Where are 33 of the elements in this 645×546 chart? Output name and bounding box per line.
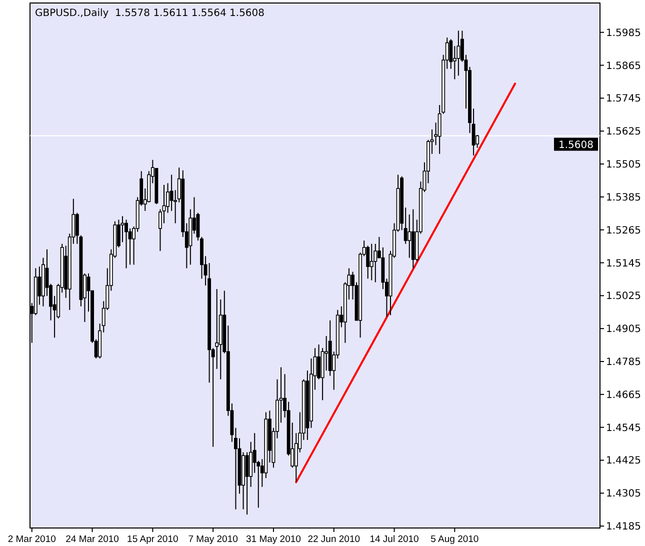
y-tick-label: 1.5025 — [606, 291, 641, 302]
ref-line-label: 1.5608 — [558, 140, 594, 151]
y-tick-label: 1.4785 — [606, 357, 641, 368]
x-tick-label: 5 Aug 2010 — [430, 534, 479, 545]
y-tick-label: 1.5265 — [606, 225, 641, 236]
x-tick-label: 22 Jun 2010 — [308, 534, 360, 545]
candlestick — [374, 243, 378, 283]
candlestick — [245, 452, 249, 516]
y-tick-label: 1.5145 — [606, 258, 641, 270]
candlestick — [370, 243, 374, 281]
y-tick-label: 1.4425 — [606, 456, 641, 467]
x-tick-label: 14 Jul 2010 — [370, 534, 419, 545]
x-tick-label: 24 Mar 2010 — [66, 534, 119, 545]
x-tick-label: 7 May 2010 — [188, 534, 238, 545]
candlestick — [120, 216, 124, 243]
y-tick-label: 1.5985 — [606, 28, 641, 39]
y-tick-label: 1.4665 — [606, 390, 641, 401]
y-tick-label: 1.5385 — [606, 192, 641, 204]
candlestick — [456, 30, 460, 76]
y-tick-label: 1.5745 — [606, 94, 641, 105]
x-tick-label: 15 Apr 2010 — [127, 534, 178, 545]
y-tick-label: 1.4545 — [606, 422, 641, 434]
y-tick-label: 1.4905 — [606, 324, 641, 336]
y-tick-label: 1.5505 — [606, 160, 641, 171]
y-tick-label: 1.4185 — [606, 522, 641, 533]
y-tick-label: 1.4305 — [606, 488, 641, 500]
candlestick — [408, 214, 412, 258]
y-tick-label: 1.5865 — [606, 60, 641, 72]
x-tick-label: 31 May 2010 — [246, 534, 301, 545]
y-tick-label: 1.5625 — [606, 126, 641, 138]
x-tick-label: 2 Mar 2010 — [8, 534, 56, 545]
candlestick — [124, 219, 128, 269]
text: GBPUSD.,Daily 1.5578 1.5611 1.5564 1.5608 — [35, 8, 265, 19]
